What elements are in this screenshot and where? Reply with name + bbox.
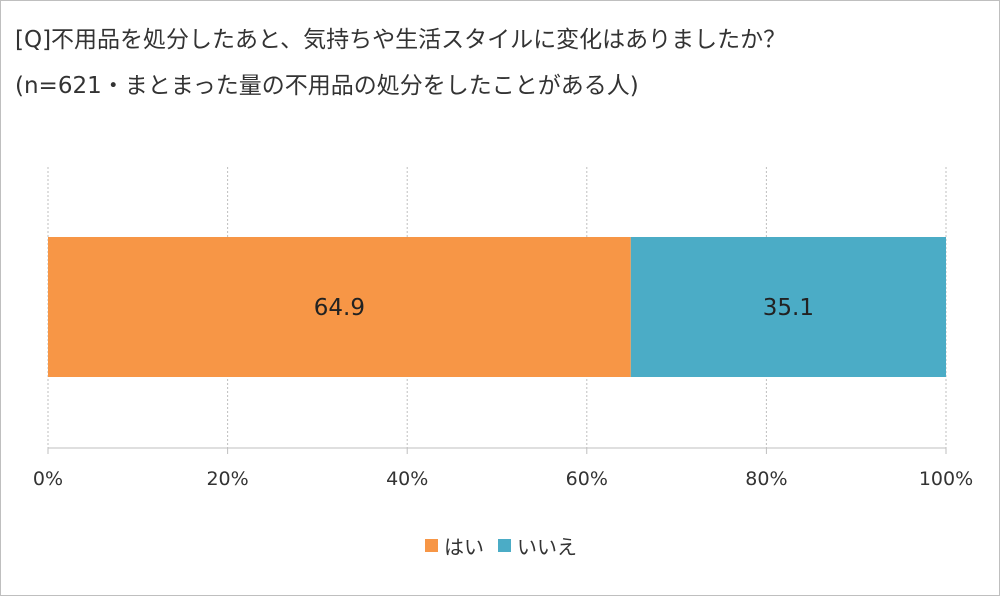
bar-segment-no xyxy=(630,237,946,377)
legend-label-yes: はい xyxy=(444,535,484,559)
legend-item-no: いいえ xyxy=(498,531,577,560)
legend-swatch-yes xyxy=(425,539,438,552)
x-tick-label-60: 60% xyxy=(566,468,608,490)
x-tick-label-100: 100% xyxy=(919,468,973,490)
legend-label-no: いいえ xyxy=(517,535,577,559)
bar-segment-yes xyxy=(48,237,631,377)
x-tick-label-0: 0% xyxy=(33,468,63,490)
legend-swatch-no xyxy=(498,539,511,552)
x-tick-label-80: 80% xyxy=(745,468,787,490)
x-tick-label-20: 20% xyxy=(206,468,248,490)
data-label-no: 35.1 xyxy=(763,295,814,321)
data-label-yes: 64.9 xyxy=(314,295,365,321)
chart-title-line-2: (n=621・まとまった量の不用品の処分をしたことがある人) xyxy=(15,73,639,99)
legend: はい いいえ xyxy=(1,531,1000,560)
legend-item-yes: はい xyxy=(425,531,484,560)
chart-title-line-1: [Q]不用品を処分したあと、気持ちや生活スタイルに変化はありましたか？ xyxy=(15,27,787,53)
x-tick-label-40: 40% xyxy=(386,468,428,490)
